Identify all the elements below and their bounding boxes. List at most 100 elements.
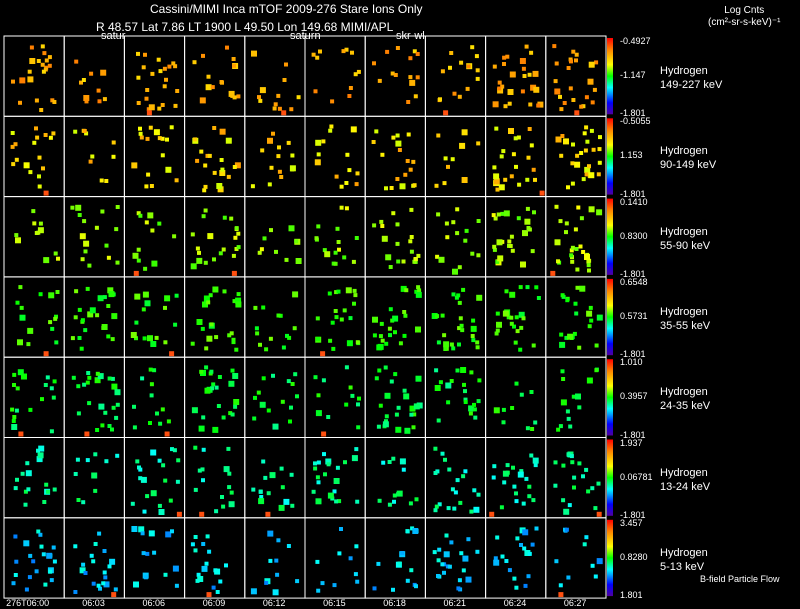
pixel — [91, 559, 96, 564]
pixel — [330, 320, 335, 325]
pixel — [139, 135, 144, 140]
pixel — [14, 157, 19, 162]
pixel — [205, 153, 210, 158]
pixel — [389, 379, 394, 384]
pixel — [328, 128, 333, 133]
panel-r4-c6 — [374, 365, 423, 434]
pixel — [79, 346, 84, 351]
pixel — [434, 504, 439, 509]
pixel — [148, 421, 152, 425]
pixel — [574, 58, 578, 63]
pixel — [160, 103, 165, 107]
pixel — [107, 376, 112, 381]
pixel — [434, 183, 439, 188]
pixel — [571, 142, 575, 147]
pixel — [524, 44, 529, 49]
pixel — [477, 378, 482, 383]
pixel — [393, 330, 397, 335]
pixel — [519, 58, 526, 64]
pixel — [142, 509, 147, 514]
pixel — [207, 549, 212, 554]
colorbar-tick: 0.8300 — [620, 230, 648, 241]
pixel — [172, 565, 179, 572]
pixel — [53, 251, 58, 256]
panel-r3-c2 — [130, 291, 179, 357]
pixel — [157, 106, 162, 111]
pixel — [54, 314, 58, 319]
pixel — [451, 346, 456, 351]
pixel — [586, 377, 593, 384]
pixel — [574, 311, 579, 316]
colorbar-tick: 0.06781 — [620, 471, 653, 482]
pixel — [475, 68, 480, 73]
pixel — [36, 59, 41, 63]
colorbar-r4 — [607, 359, 613, 436]
pixel — [276, 154, 281, 159]
pixel — [405, 159, 410, 163]
pixel — [476, 294, 483, 301]
pixel — [210, 85, 215, 90]
pixel — [463, 397, 468, 402]
pixel — [96, 88, 101, 93]
pixel — [374, 129, 379, 134]
pixel — [49, 386, 54, 391]
pixel — [409, 249, 414, 254]
colorbar-r0 — [607, 38, 613, 115]
pixel — [495, 328, 500, 333]
pixel — [459, 551, 464, 556]
time-tick-1: 06:03 — [82, 598, 105, 608]
pixel — [571, 98, 576, 102]
pixel — [31, 209, 36, 214]
pixel — [573, 227, 578, 232]
pixel — [504, 559, 509, 563]
pixel — [13, 573, 18, 577]
pixel — [217, 186, 224, 193]
pixel — [227, 471, 232, 476]
pixel — [518, 347, 523, 352]
pixel — [168, 498, 173, 503]
pixel — [90, 154, 95, 159]
pixel — [252, 416, 257, 421]
pixel — [554, 559, 559, 564]
pixel — [348, 86, 353, 90]
pixel — [473, 415, 478, 420]
energy-label: 24-35 keV — [660, 400, 711, 413]
pixel — [553, 460, 558, 465]
pixel — [388, 307, 393, 312]
pixel — [137, 465, 141, 470]
panel-border — [3, 196, 65, 278]
pixel — [389, 186, 394, 190]
pixel — [37, 174, 41, 179]
pixel — [525, 206, 530, 211]
panel-r4-c2 — [132, 367, 171, 437]
pixel — [556, 427, 561, 432]
pixel — [80, 257, 85, 262]
pixel — [163, 340, 168, 345]
pixel — [236, 231, 241, 236]
pixel — [212, 286, 219, 293]
pixel — [507, 89, 514, 95]
panel-r0-c0 — [11, 44, 57, 112]
pixel — [87, 401, 92, 406]
pixel — [493, 559, 500, 566]
pixel — [597, 160, 602, 165]
pixel — [41, 69, 46, 74]
pixel — [457, 94, 462, 99]
pixel — [564, 230, 568, 235]
pixel — [280, 399, 285, 404]
pixel — [13, 142, 18, 147]
pixel — [581, 104, 586, 109]
pixel — [316, 224, 321, 229]
pixel — [492, 247, 497, 252]
pixel — [436, 133, 441, 138]
footer-label: B-field Particle Flow — [700, 574, 780, 584]
pixel — [142, 336, 147, 341]
colorbar-r5 — [607, 439, 613, 516]
pixel — [457, 300, 462, 305]
panel-r2-c7 — [435, 207, 481, 275]
panel-border — [3, 35, 65, 117]
pixel — [533, 463, 538, 468]
pixel — [79, 567, 86, 574]
pixel — [392, 499, 396, 504]
pixel — [384, 392, 391, 399]
